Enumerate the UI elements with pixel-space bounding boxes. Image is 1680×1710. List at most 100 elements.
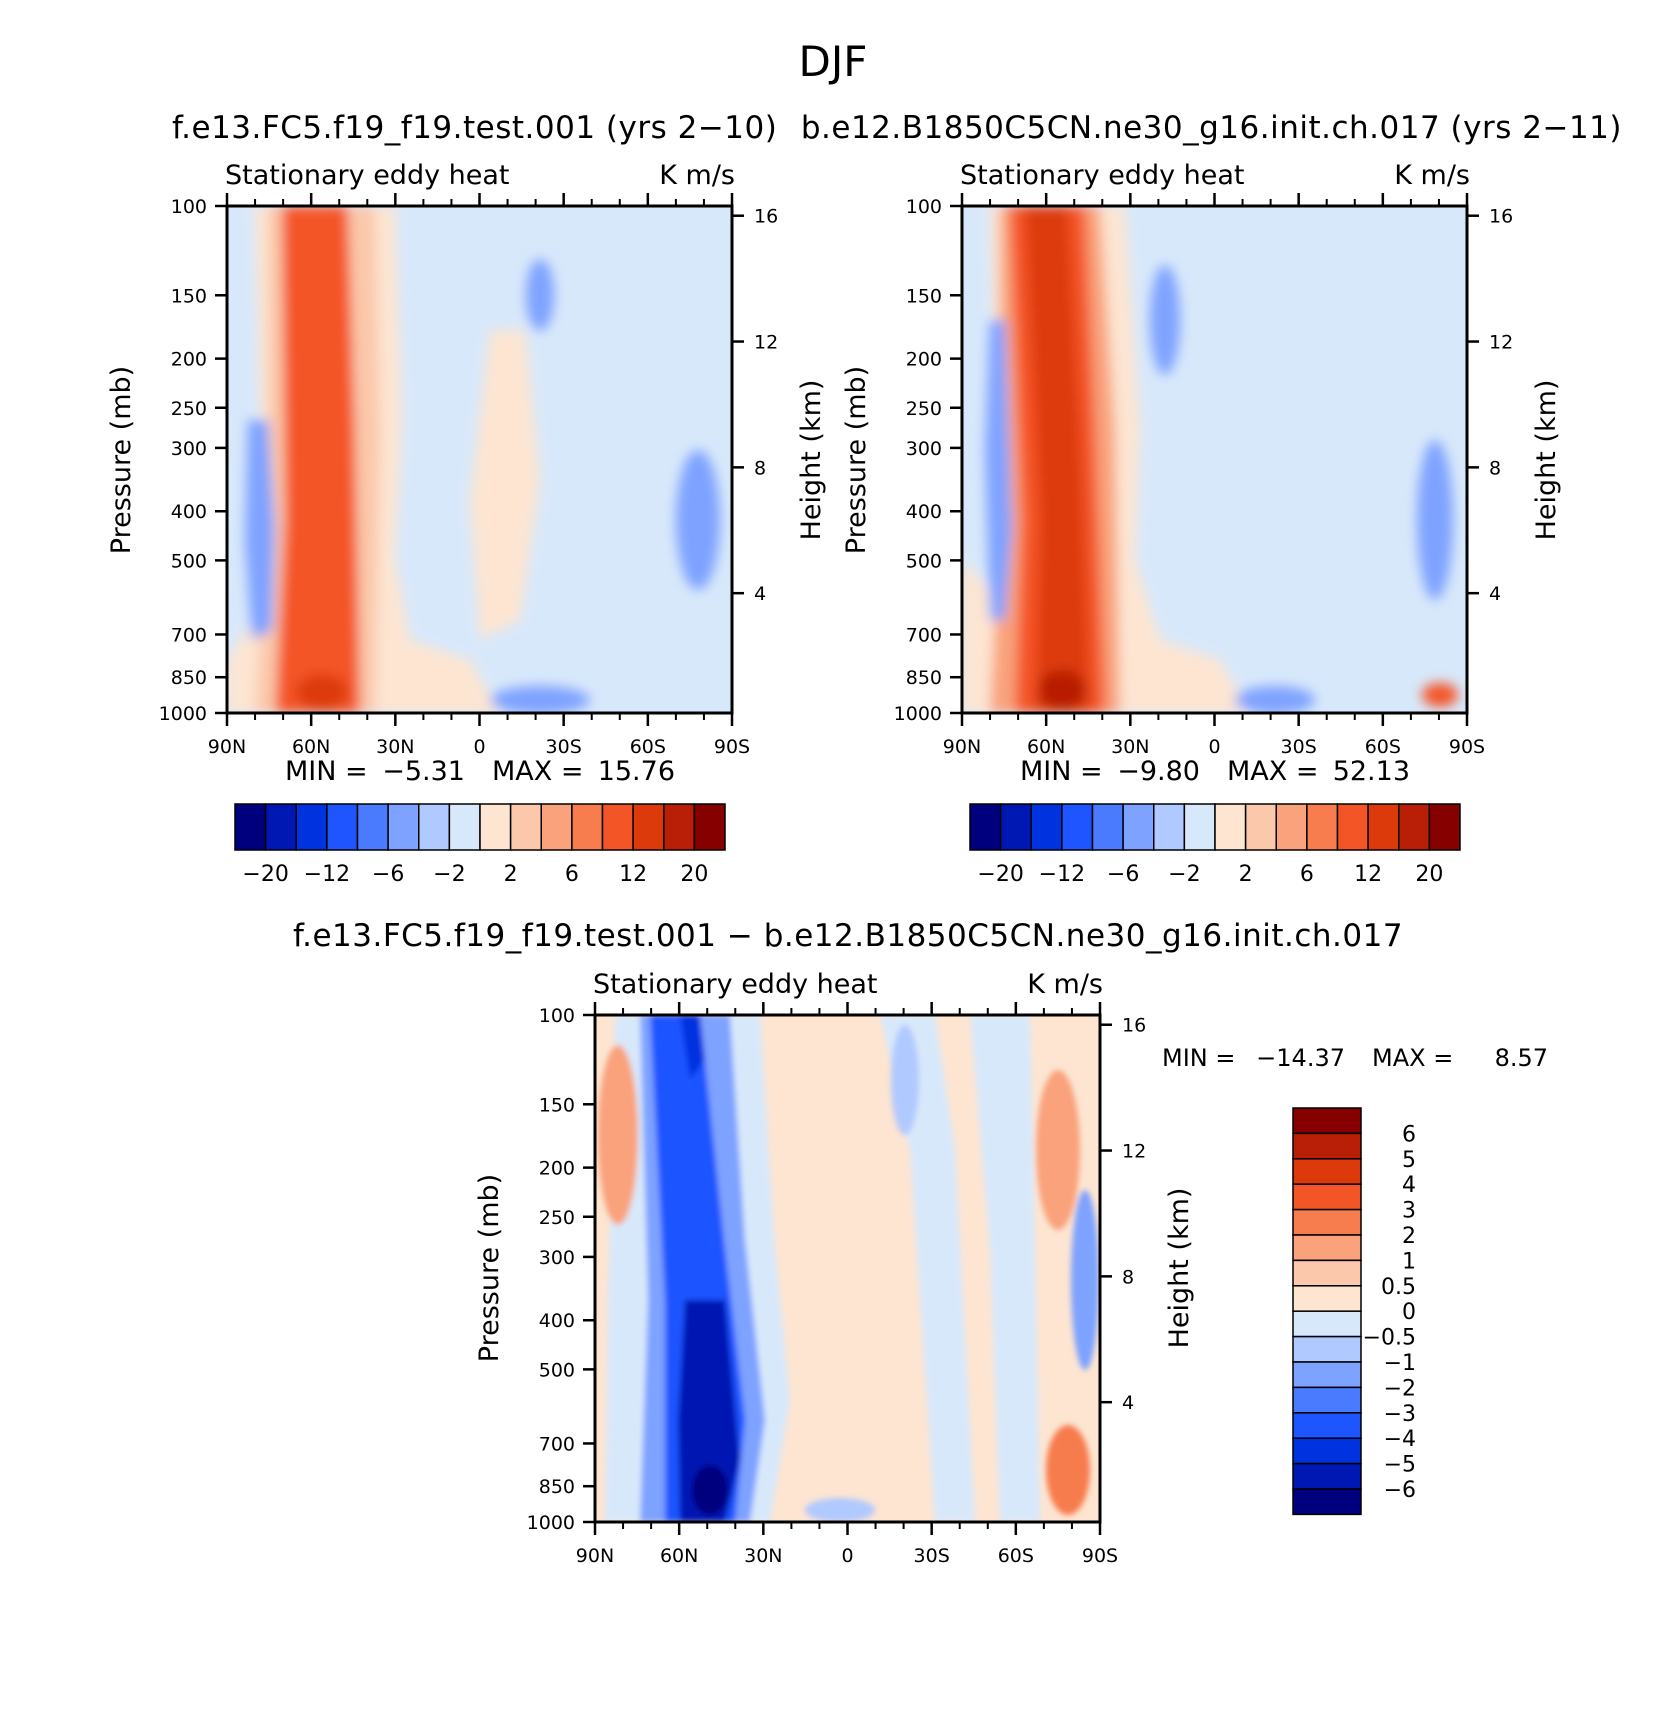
y-tick-label: 850 — [539, 1476, 575, 1498]
panel-b-min-value: −9.80 — [1117, 756, 1200, 787]
colorbar-label: −2 — [1168, 862, 1200, 887]
colorbar-label: −2 — [433, 862, 465, 887]
y-tick-label: 200 — [906, 349, 942, 371]
colorbar-swatch — [1367, 803, 1400, 851]
x-tick-label: 0 — [473, 736, 485, 758]
y-right-tick-label: 8 — [1489, 457, 1501, 479]
panel-c-ylabel-right: Height (km) — [1164, 1188, 1195, 1349]
colorbar-label: 0.5 — [1381, 1275, 1416, 1300]
panel-c-min-label: MIN = — [1162, 1044, 1235, 1072]
y-tick-label: 150 — [539, 1094, 575, 1116]
y-tick-label: 150 — [171, 285, 207, 307]
colorbar-swatch — [1292, 1285, 1362, 1312]
panel-b-max-value: 52.13 — [1333, 756, 1410, 787]
panel-a-min-value: −5.31 — [382, 756, 465, 787]
colorbar-label: 6 — [1300, 862, 1314, 887]
colorbar-swatch — [1398, 803, 1431, 851]
colorbar-label: −3 — [1384, 1402, 1416, 1427]
colorbar-swatch — [234, 803, 267, 851]
colorbar-swatch — [1061, 803, 1094, 851]
y-tick-label: 200 — [539, 1158, 575, 1180]
y-tick-label: 100 — [539, 1005, 575, 1027]
colorbar-swatch — [1292, 1234, 1362, 1262]
panel-a-region-pos-max — [296, 674, 348, 710]
colorbar-swatch — [693, 803, 726, 851]
y-right-tick-label: 8 — [754, 457, 766, 479]
y-tick-label: 300 — [539, 1247, 575, 1269]
y-right-tick-label: 8 — [1122, 1266, 1134, 1288]
colorbar-swatch — [1336, 803, 1369, 851]
panel-b-title-right: K m/s — [1394, 160, 1470, 191]
colorbar-label: −6 — [1107, 862, 1139, 887]
panel-c-region-neg-surface — [805, 1498, 875, 1522]
panel-a-min-label: MIN = — [285, 756, 368, 787]
colorbar-label: 1 — [1402, 1249, 1416, 1274]
panel-b: Stationary eddy heat K m/s 1001502002503… — [841, 160, 1562, 887]
colorbar-swatch — [969, 803, 1002, 851]
y-tick-label: 500 — [906, 550, 942, 572]
y-right-tick-label: 4 — [1489, 583, 1501, 605]
x-tick-label: 60N — [292, 736, 330, 758]
panel-a-region-neg-tropics — [526, 259, 554, 331]
colorbar-swatch — [1292, 1158, 1362, 1185]
panel-b-title-left: Stationary eddy heat — [960, 160, 1245, 191]
colorbar-swatch — [1292, 1208, 1362, 1236]
colorbar-label: −6 — [372, 862, 404, 887]
y-right-tick-label: 12 — [754, 332, 778, 354]
panel-c: Stationary eddy heat K m/s 1 0 — [474, 969, 1548, 1567]
x-tick-label: 30N — [744, 1545, 782, 1567]
y-right-tick-label: 4 — [754, 583, 766, 605]
panel-b-region-neg-tropics — [1150, 265, 1180, 375]
y-tick-label: 700 — [539, 1433, 575, 1455]
colorbar-swatch — [1091, 803, 1124, 851]
y-tick-label: 700 — [906, 624, 942, 646]
panel-a-title-right: K m/s — [659, 160, 735, 191]
colorbar-swatch — [1292, 1386, 1362, 1414]
y-tick-label: 1000 — [527, 1512, 575, 1534]
panel-c-max-label: MAX = — [1372, 1044, 1453, 1072]
y-tick-label: 500 — [539, 1359, 575, 1381]
colorbar-label: −4 — [1384, 1427, 1416, 1452]
panel-c-region-pos-sh-surface — [1046, 1425, 1090, 1515]
colorbar-label: −20 — [977, 862, 1023, 887]
panel-b-region-pos-max — [1038, 670, 1086, 710]
colorbar-label: 2 — [1402, 1224, 1416, 1249]
x-tick-label: 30S — [546, 736, 582, 758]
colorbar-label: −5 — [1384, 1453, 1416, 1478]
panel-c-region-pos-sh — [1036, 1070, 1080, 1230]
x-tick-label: 60S — [1365, 736, 1401, 758]
x-tick-label: 90S — [1082, 1545, 1118, 1567]
colorbar-swatch — [1292, 1107, 1362, 1135]
panel-b-ylabel-right: Height (km) — [1531, 380, 1562, 541]
x-tick-label: 90N — [576, 1545, 614, 1567]
colorbar-label: 12 — [1354, 862, 1382, 887]
panel-a-region-neg-sh — [676, 450, 720, 590]
colorbar-swatch — [663, 803, 696, 851]
y-tick-label: 1000 — [894, 703, 942, 725]
panel-c-region-neg-sh-band — [970, 1015, 1040, 1522]
colorbar-swatch — [999, 803, 1032, 851]
colorbar-label: −12 — [1039, 862, 1085, 887]
colorbar-swatch — [1292, 1412, 1362, 1439]
y-right-tick-label: 12 — [1122, 1141, 1146, 1163]
colorbar-label: 2 — [504, 862, 518, 887]
panel-a-title-left: Stationary eddy heat — [225, 160, 510, 191]
colorbar-swatch — [1292, 1335, 1362, 1363]
colorbar-label: 20 — [1415, 862, 1443, 887]
colorbar-label: 6 — [1402, 1122, 1416, 1147]
colorbar-label: 5 — [1402, 1148, 1416, 1173]
panel-b-region-neg-high-lat — [985, 320, 1012, 620]
colorbar-swatch — [571, 803, 604, 851]
y-tick-label: 300 — [171, 438, 207, 460]
panel-c-region-neg-min — [692, 1465, 728, 1515]
y-right-tick-label: 16 — [754, 206, 778, 228]
panel-b-min-label: MIN = — [1020, 756, 1103, 787]
y-tick-label: 100 — [906, 196, 942, 218]
colorbar-swatch — [418, 803, 451, 851]
case-a-title: f.e13.FC5.f19_f19.test.001 (yrs 2−10) — [172, 110, 777, 146]
colorbar-swatch — [1306, 803, 1339, 851]
panel-c-max-value: 8.57 — [1495, 1044, 1548, 1072]
colorbar-label: −0.5 — [1363, 1326, 1416, 1351]
y-tick-label: 400 — [906, 501, 942, 523]
